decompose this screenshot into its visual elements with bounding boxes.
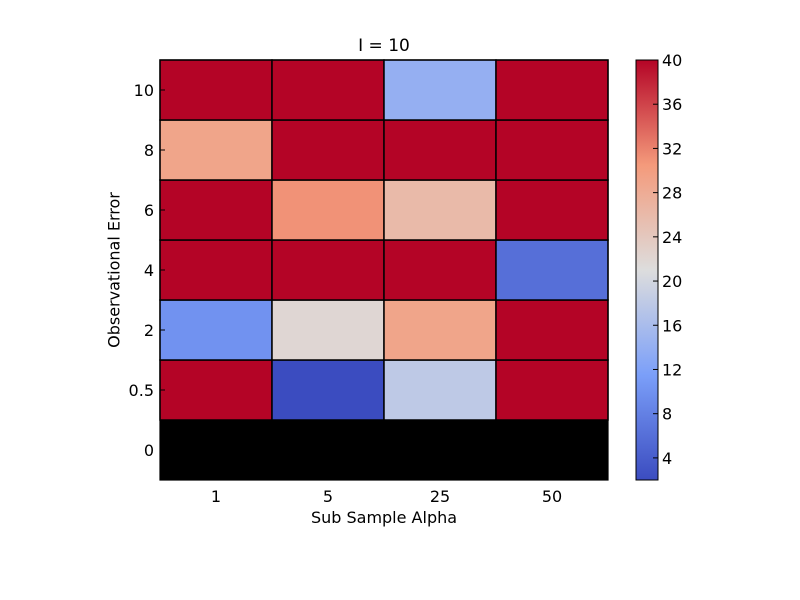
heatmap-cell (271, 239, 385, 301)
x-axis-label: Sub Sample Alpha (310, 508, 458, 527)
heatmap-cell (383, 299, 497, 361)
colorbar-tick-label: 28 (662, 184, 682, 203)
colorbar-tick-labels: 4 8 12 16 20 24 28 32 36 40 (653, 51, 682, 468)
heatmap-cell (383, 239, 497, 301)
heatmap-cell (159, 119, 273, 181)
plot-frame (159, 59, 609, 481)
heatmap-cell (271, 299, 385, 361)
heatmap-cell (159, 179, 273, 241)
colorbar-tick-label: 16 (662, 316, 682, 335)
y-tick-label: 8 (144, 141, 154, 160)
heatmap-cell (384, 420, 496, 480)
heatmap-cell (496, 420, 608, 480)
heatmap-cell (159, 59, 273, 121)
x-tick-labels: 1 5 25 50 (211, 475, 562, 506)
heatmap-cell (271, 59, 385, 121)
heatmap-cell (272, 420, 384, 480)
colorbar-tick-label: 20 (662, 272, 682, 291)
x-tick-label: 1 (211, 487, 221, 506)
y-tick-label: 6 (144, 201, 154, 220)
x-tick-label: 5 (323, 487, 333, 506)
heatmap-cell (495, 299, 609, 361)
heatmap-cells (159, 59, 609, 480)
heatmap-cell (160, 420, 272, 480)
heatmap-cell (383, 119, 497, 181)
heatmap-cell (159, 359, 273, 421)
heatmap-cell (271, 179, 385, 241)
colorbar-tick-label: 40 (662, 51, 682, 70)
heatmap-cell (495, 179, 609, 241)
y-tick-label: 10 (134, 81, 154, 100)
heatmap-cell (495, 239, 609, 301)
colorbar-tick-label: 24 (662, 228, 682, 247)
heatmap-cell (271, 359, 385, 421)
y-tick-label: 2 (144, 321, 154, 340)
colorbar (635, 59, 659, 481)
colorbar-tick-label: 12 (662, 360, 682, 379)
y-tick-label: 0.5 (129, 381, 154, 400)
heatmap-cell (383, 59, 497, 121)
heatmap-cell (383, 359, 497, 421)
heatmap-cell (159, 299, 273, 361)
colorbar-tick-label: 8 (662, 405, 672, 424)
chart-title: I = 10 (358, 36, 410, 56)
heatmap-cell (159, 239, 273, 301)
heatmap-cell (271, 119, 385, 181)
heatmap-cell (495, 359, 609, 421)
y-tick-label: 0 (144, 441, 154, 460)
colorbar-tick-label: 32 (662, 139, 682, 158)
heatmap-cell (495, 59, 609, 121)
colorbar-tick-label: 4 (662, 449, 672, 468)
y-tick-label: 4 (144, 261, 154, 280)
x-tick-label: 25 (430, 487, 450, 506)
colorbar-tick-label: 36 (662, 95, 682, 114)
x-tick-label: 50 (542, 487, 562, 506)
y-tick-labels: 0 0.5 2 4 6 8 10 (129, 81, 165, 460)
heatmap-cell (383, 179, 497, 241)
heatmap-cell (495, 119, 609, 181)
